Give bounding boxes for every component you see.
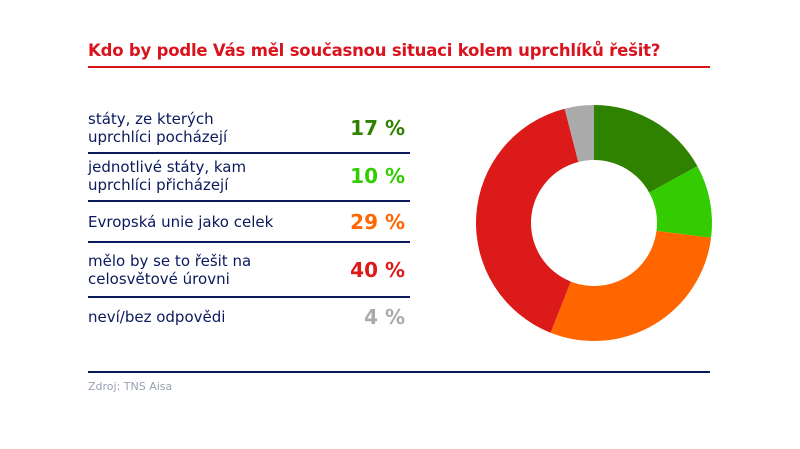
footer-divider	[88, 371, 710, 373]
legend-row: neví/bez odpovědi 4 %	[88, 298, 410, 336]
value-label: 40 %	[350, 257, 405, 282]
legend-row: státy, ze kterých uprchlíci pocházejí 17 …	[88, 104, 410, 154]
legend-row: Evropská unie jako celek 29 %	[88, 202, 410, 243]
source-note: Zdroj: TNS Aisa	[88, 380, 173, 393]
value-label: 4 %	[364, 305, 405, 329]
donut-slice	[564, 105, 594, 162]
category-label: jednotlivé státy, kam uprchlíci přicháze…	[88, 158, 247, 194]
value-label: 29 %	[350, 209, 405, 234]
donut-slice	[475, 108, 579, 333]
donut-slice	[550, 230, 712, 341]
donut-slice	[594, 105, 698, 193]
category-label: mělo by se to řešit na celosvětové úrovn…	[88, 251, 252, 288]
category-label: neví/bez odpovědi	[88, 308, 226, 326]
chart-title: Kdo by podle Vás měl současnou situaci k…	[88, 41, 661, 60]
category-label: státy, ze kterých uprchlíci pocházejí	[88, 110, 228, 146]
value-label: 17 %	[350, 116, 405, 140]
category-label: Evropská unie jako celek	[88, 212, 274, 231]
title-divider	[88, 66, 710, 68]
value-label: 10 %	[350, 164, 405, 188]
legend-row: jednotlivé státy, kam uprchlíci přicháze…	[88, 152, 410, 202]
legend-row: mělo by se to řešit na celosvětové úrovn…	[88, 243, 410, 298]
donut-slice	[649, 166, 712, 238]
